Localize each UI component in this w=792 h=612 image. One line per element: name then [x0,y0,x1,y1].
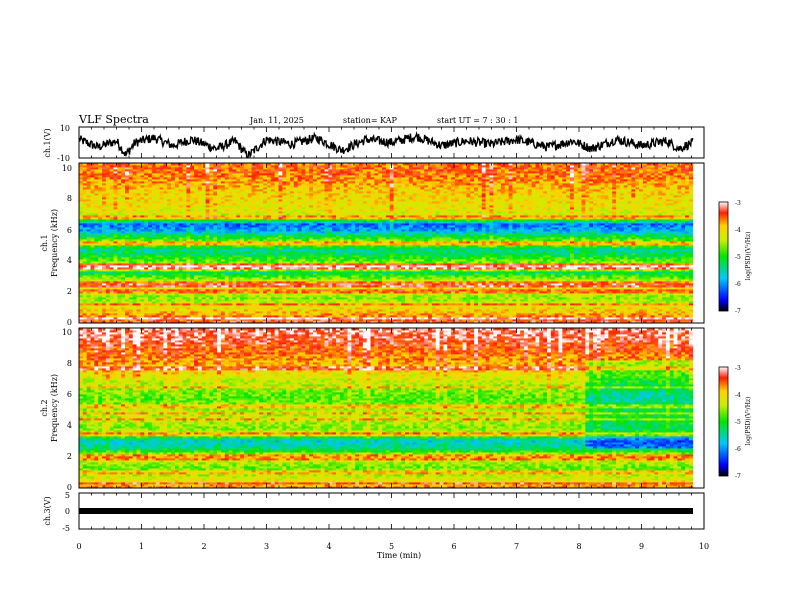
ch1-waveform-panel: 10 -10 ch.1(V) [43,124,704,163]
ch1-spectrogram-cells [79,163,693,323]
ch1-waveform-line [79,134,693,158]
ch1-ytick-top: 10 [60,124,70,133]
vlf-figure: VLF Spectra Jan. 11, 2025 station= KAP s… [0,0,792,612]
station-label: station= KAP [343,116,398,125]
ch1-ylabel: ch.1(V) [43,128,52,157]
date-label: Jan. 11, 2025 [249,116,304,125]
ch1-ytick-bottom: -10 [57,154,70,163]
ch1-spectrogram-panel: 0 2 4 6 8 10 ch.1 Frequency (kHz) -3 -4 … [40,163,752,327]
figure-title: VLF Spectra [78,113,149,126]
start-time-label: start UT = 7 : 30 : 1 [437,116,518,125]
